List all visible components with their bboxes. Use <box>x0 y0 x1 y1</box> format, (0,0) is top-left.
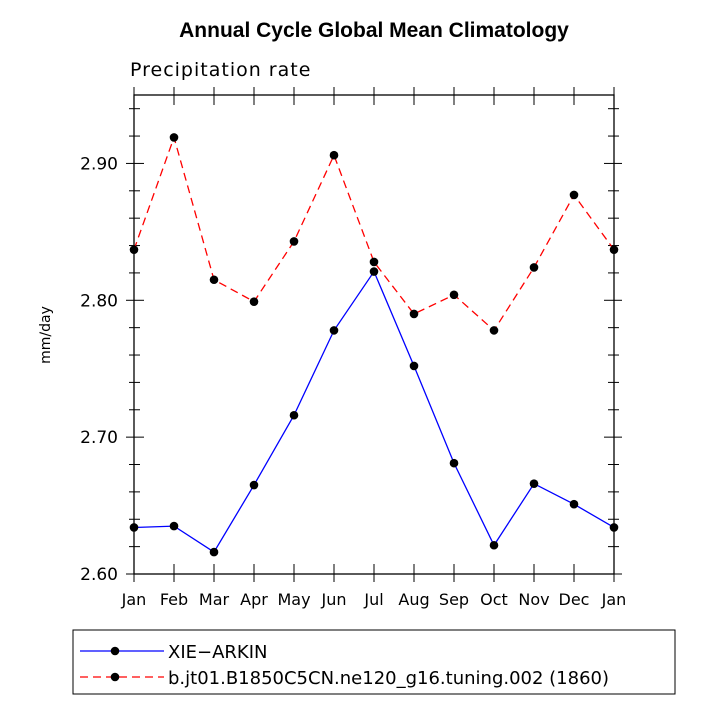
legend-label-2: b.jt01.B1850C5CN.ne120_g16.tuning.002 (1… <box>168 668 609 689</box>
legend-box <box>72 629 676 695</box>
data-point <box>529 263 539 272</box>
y-tick-label: 2.90 <box>80 154 118 174</box>
x-tick-label: Feb <box>160 590 188 609</box>
x-tick-label: Sep <box>439 590 469 609</box>
data-point <box>209 275 219 285</box>
data-point <box>209 547 219 557</box>
data-point <box>329 326 339 335</box>
data-point <box>289 410 299 420</box>
chart-title: Annual Cycle Global Mean Climatology <box>179 19 569 42</box>
series-line-2 <box>133 135 615 332</box>
data-point <box>609 245 619 254</box>
y-axis-label: mm/day <box>38 306 54 364</box>
data-point <box>409 309 419 319</box>
data-point <box>489 326 499 335</box>
legend-marker-2 <box>110 672 120 682</box>
data-point <box>529 479 539 488</box>
x-tick-label: May <box>277 590 310 609</box>
x-tick-label: Apr <box>240 590 268 609</box>
legend: XIE−ARKIN b.jt01.B1850C5CN.ne120_g16.tuni… <box>80 642 609 689</box>
data-point <box>449 458 459 468</box>
x-tick-label: Jun <box>321 590 347 609</box>
x-tick-label: Dec <box>559 590 590 609</box>
y-tick-label: 2.80 <box>80 291 118 311</box>
plot-frame <box>133 94 615 575</box>
series-line-1 <box>133 270 615 554</box>
data-point <box>489 540 499 550</box>
legend-label-1: XIE−ARKIN <box>168 642 268 663</box>
x-tick-label: Mar <box>199 590 230 609</box>
data-point <box>409 361 419 371</box>
data-point <box>129 523 139 532</box>
data-point <box>609 523 619 532</box>
chart-subtitle: Precipitation rate <box>130 59 311 81</box>
data-point <box>369 267 379 276</box>
tick-label-layer: Jan Feb Mar Apr May Jun Jul Aug Sep Oct Nov Dec Jan2… <box>80 154 626 609</box>
y-tick-label: 2.70 <box>80 428 118 448</box>
x-tick-label: Jul <box>363 590 383 609</box>
data-point <box>329 150 339 160</box>
data-point <box>569 499 579 509</box>
x-tick-label: Aug <box>398 590 429 609</box>
series-layer <box>129 133 619 557</box>
data-point <box>289 237 299 246</box>
data-point <box>569 190 579 200</box>
data-point <box>369 257 379 267</box>
y-tick-label: 2.60 <box>80 565 118 585</box>
legend-marker-1 <box>110 646 120 656</box>
data-point <box>449 290 459 300</box>
x-tick-label: Nov <box>518 590 549 609</box>
x-tick-label: Jan <box>601 590 627 609</box>
data-point <box>129 245 139 254</box>
data-point <box>249 480 259 490</box>
x-tick-label: Oct <box>480 590 508 609</box>
data-point <box>249 297 259 306</box>
data-point <box>169 133 179 142</box>
x-tick-label: Jan <box>121 590 147 609</box>
data-point <box>169 521 179 531</box>
tick-layer <box>126 87 622 582</box>
